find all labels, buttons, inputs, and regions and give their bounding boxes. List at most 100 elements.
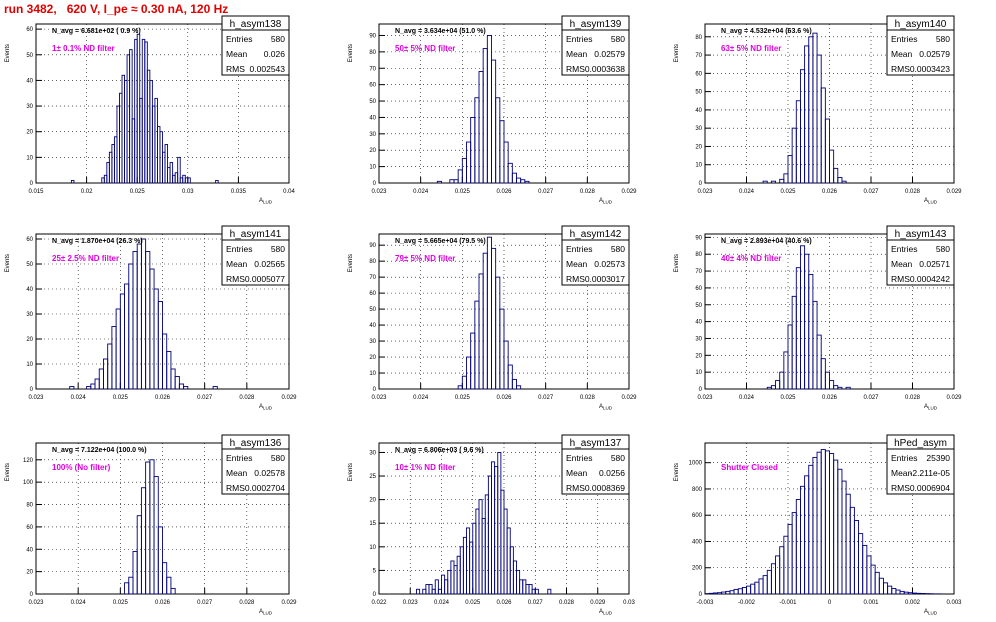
stats-box — [561, 434, 630, 495]
stats-box — [561, 225, 630, 286]
y-tick-label: 100 — [23, 480, 34, 486]
x-tick-label: 0.025 — [455, 395, 471, 401]
histogram-bin — [791, 512, 797, 594]
histogram-bin — [737, 588, 743, 594]
stat-value: -2.211e-05 — [910, 468, 951, 478]
histogram-name: h_asym143 — [895, 229, 947, 240]
histogram-bin — [800, 69, 806, 183]
histogram-bin — [534, 588, 539, 594]
x-axis-subscript: LUD — [263, 611, 273, 616]
x-tick-label: 0.028 — [559, 600, 575, 606]
histogram-bin — [169, 162, 174, 183]
stat-value: 580 — [611, 244, 625, 254]
histogram-bin — [481, 518, 486, 594]
filter-label: 40± 4% ND filter — [721, 254, 781, 263]
filter-label: 1± 0.1% ND filter — [52, 44, 115, 53]
stat-value: 0.02565 — [254, 259, 285, 269]
histogram-bin — [762, 575, 768, 594]
x-tick-label: 0.026 — [155, 600, 171, 606]
y-axis-title: Events — [5, 463, 11, 481]
histogram-bin — [132, 551, 138, 594]
x-tick-label: 0.029 — [281, 600, 297, 606]
y-tick-label: 15 — [369, 521, 376, 527]
y-tick-label: 0 — [373, 592, 377, 598]
y-tick-label: 80 — [695, 35, 702, 41]
y-tick-label: 30 — [369, 132, 376, 138]
histogram-bin — [770, 385, 777, 389]
histogram-bin — [787, 324, 793, 389]
y-tick-label: 0 — [30, 387, 34, 393]
stat-value: 0.02571 — [919, 259, 950, 269]
stat-value: 580 — [271, 244, 285, 254]
stat-label: Entries — [566, 34, 592, 44]
histogram-bin — [779, 178, 785, 183]
stat-label: Mean — [891, 49, 913, 59]
stat-value: 0.0003638 — [585, 64, 625, 74]
histogram-bin — [812, 456, 818, 594]
stats-box — [221, 225, 290, 286]
histogram-bin — [783, 535, 789, 594]
histogram-bin — [162, 562, 168, 594]
stat-label: Mean — [566, 49, 588, 59]
x-tick-label: 0.024 — [434, 600, 450, 606]
histogram-bin — [425, 584, 430, 594]
x-tick-label: 0.024 — [413, 189, 429, 195]
histogram-bin — [69, 386, 75, 389]
histogram-bin — [775, 380, 781, 389]
histogram-bin — [837, 468, 843, 594]
histogram-panel-h_asym139: 0 10 20 30 40 50 60 70 80 90 0.023 0.024 0.025 0.026 0… — [348, 15, 637, 205]
histogram-bars — [457, 236, 522, 389]
filter-label: 10± 1% ND filter — [395, 463, 455, 472]
histogram-bin — [528, 584, 533, 594]
x-tick-label: 0.026 — [496, 189, 512, 195]
histogram-bin — [459, 546, 464, 594]
x-tick-label: 0.025 — [780, 189, 796, 195]
y-tick-label: 10 — [369, 371, 376, 377]
histogram-bin — [70, 179, 75, 183]
y-tick-label: 10 — [26, 362, 33, 368]
y-tick-label: 20 — [369, 148, 376, 154]
stat-label: Entries — [226, 453, 252, 463]
histogram-bin — [525, 584, 530, 594]
y-tick-label: 20 — [369, 498, 376, 504]
y-tick-label: 80 — [695, 252, 702, 258]
y-tick-label: 70 — [695, 53, 702, 59]
y-tick-label: 800 — [692, 487, 703, 493]
histogram-bin — [804, 475, 810, 594]
histogram-bin — [795, 499, 801, 594]
stats-box — [221, 15, 290, 76]
histogram-bin — [916, 592, 922, 594]
histogram-bin — [829, 453, 835, 594]
histogram-bin — [516, 569, 521, 594]
histogram-bin — [754, 581, 760, 594]
x-axis-title: ALUD — [259, 404, 273, 411]
x-tick-label: 0.003 — [946, 600, 962, 606]
x-tick-label: 0.023 — [403, 600, 419, 606]
x-tick-label: 0.025 — [130, 189, 146, 195]
histogram-bin — [103, 358, 109, 389]
histogram-bin — [212, 386, 218, 389]
x-tick-label: 0.03 — [182, 189, 194, 195]
x-tick-label: 0.026 — [496, 600, 512, 606]
y-tick-label: 60 — [695, 286, 702, 292]
stat-label: Entries — [891, 244, 917, 254]
histogram-bin — [166, 351, 172, 389]
y-tick-label: 0 — [30, 592, 34, 598]
y-tick-label: 20 — [695, 144, 702, 150]
histogram-bin — [145, 461, 151, 594]
y-tick-label: 120 — [23, 458, 34, 464]
histogram-bin — [416, 588, 421, 594]
stat-value: 0.0003017 — [585, 274, 625, 284]
histogram-bin — [845, 386, 851, 389]
histogram-panel-h_asym142: 0 10 20 30 40 50 60 70 80 90 0.023 0.024 0.025 0.026 0… — [348, 225, 637, 411]
y-tick-label: 30 — [369, 339, 376, 345]
y-tick-label: 0 — [699, 181, 703, 187]
histogram-bin — [812, 300, 818, 389]
histogram-bin — [478, 273, 484, 389]
histogram-bin — [499, 120, 505, 183]
y-tick-label: 30 — [26, 104, 33, 110]
histogram-bin — [486, 35, 492, 183]
histogram-bin — [461, 375, 467, 389]
x-axis-subscript: LUD — [263, 406, 273, 411]
